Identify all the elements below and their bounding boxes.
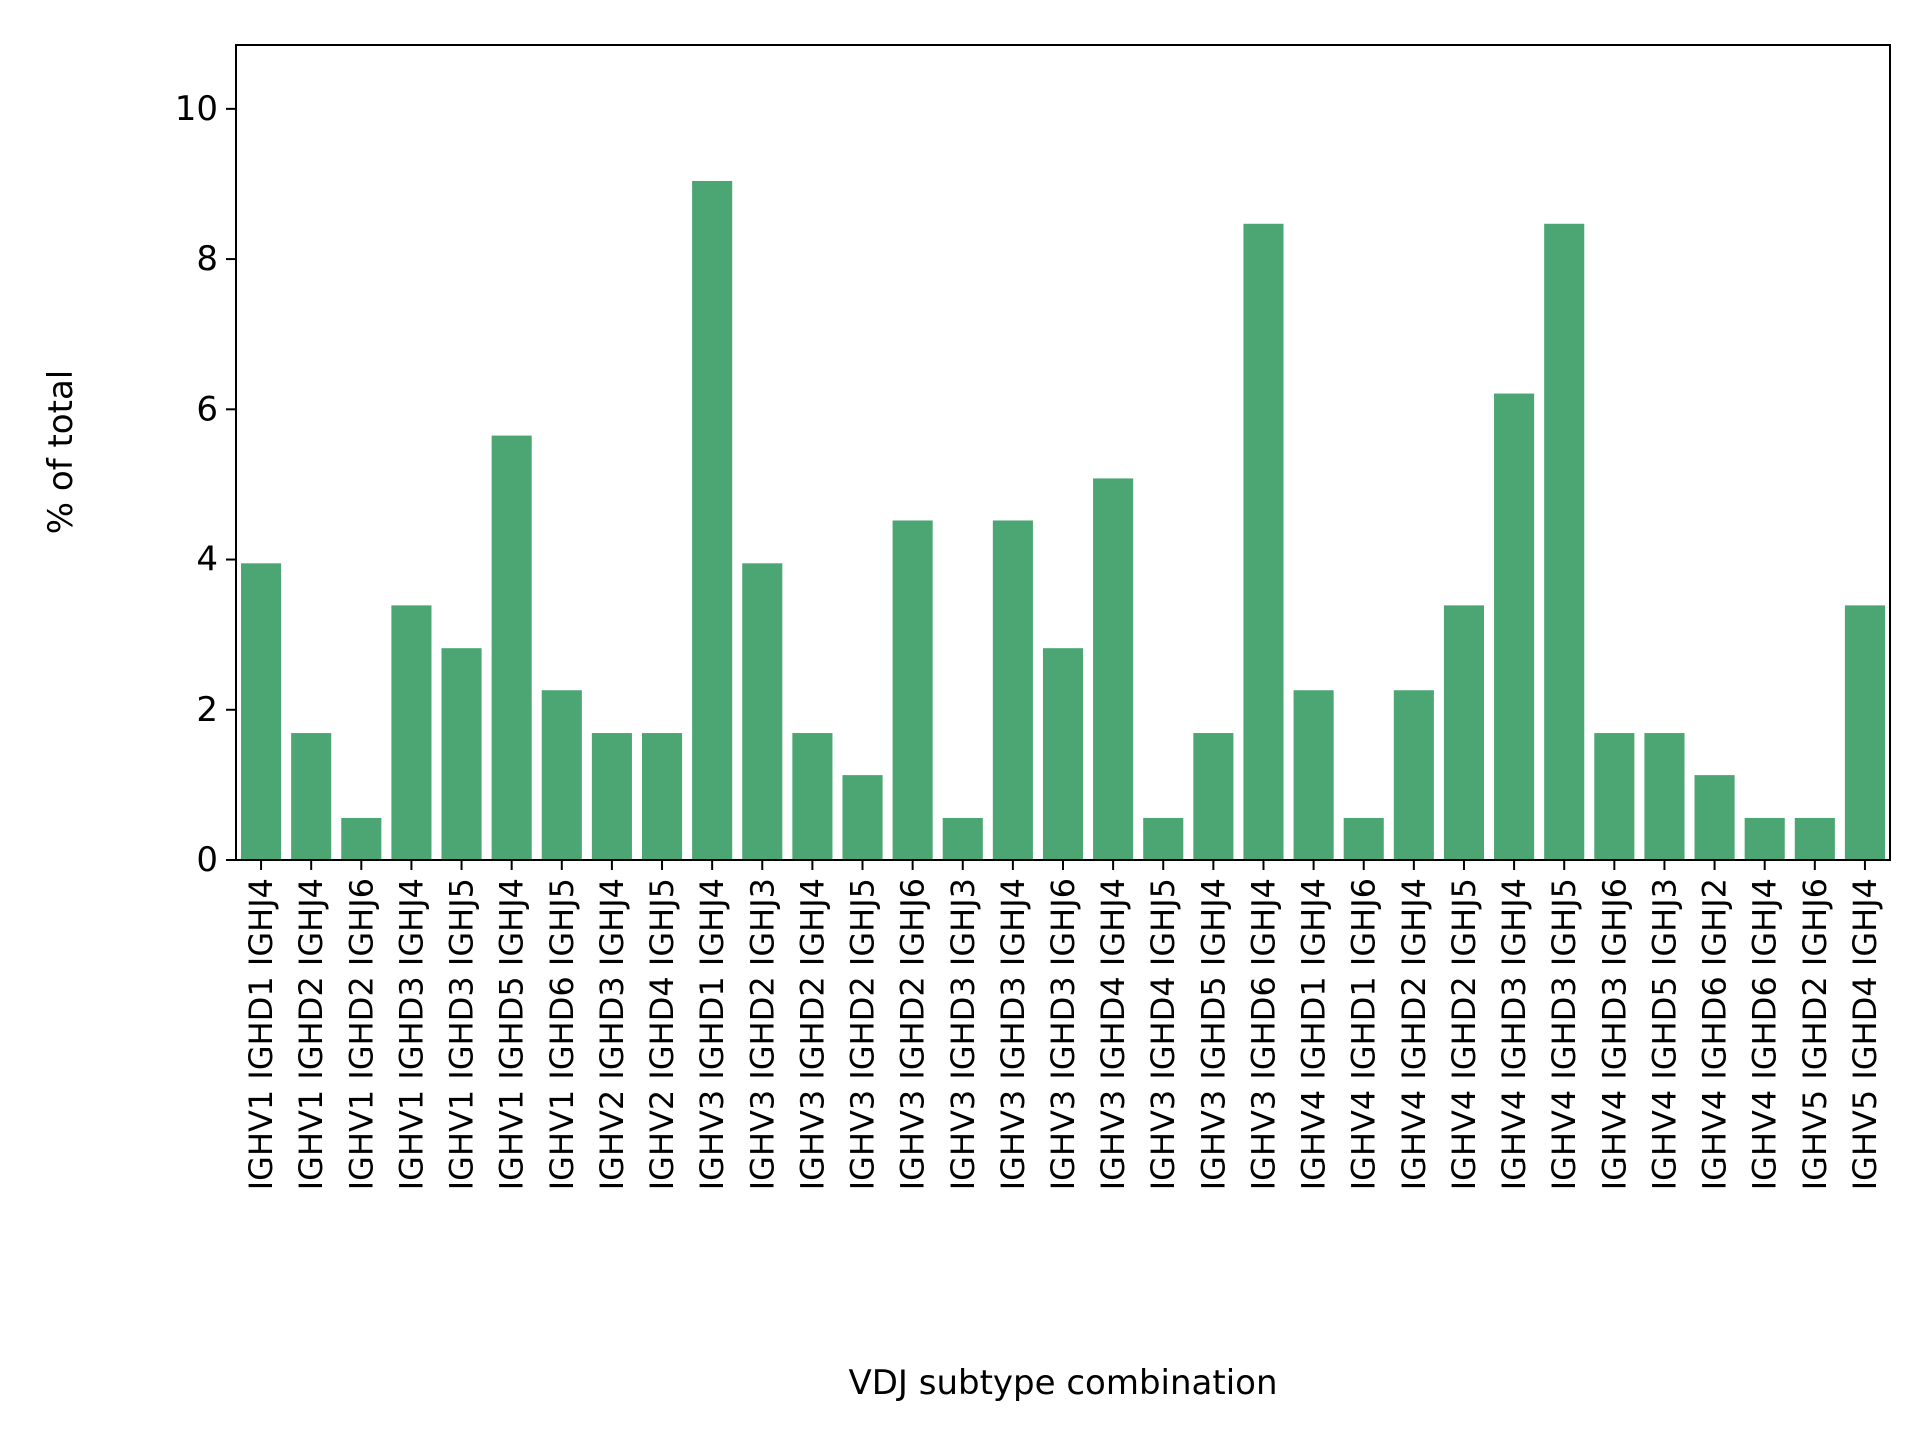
bar-22 xyxy=(1293,690,1334,860)
x-tick-label-24: IGHV4 IGHD2 IGHJ4 xyxy=(1395,878,1433,1190)
bar-32 xyxy=(1794,817,1835,860)
x-tick-label-22: IGHV4 IGHD1 IGHJ4 xyxy=(1295,878,1333,1190)
y-tick-label-1: 2 xyxy=(196,690,218,730)
bar-5 xyxy=(441,648,482,860)
bar-15 xyxy=(942,817,983,860)
bar-19 xyxy=(1143,817,1184,860)
bar-24 xyxy=(1393,690,1434,860)
bar-28 xyxy=(1594,733,1635,860)
bars-group xyxy=(241,180,1885,861)
bar-11 xyxy=(742,563,783,860)
bar-17 xyxy=(1042,648,1084,860)
bar-25 xyxy=(1443,605,1485,860)
x-tick-label-26: IGHV4 IGHD3 IGHJ4 xyxy=(1495,878,1533,1190)
x-tick-label-9: IGHV2 IGHD4 IGHJ5 xyxy=(643,878,681,1190)
x-tick-label-6: IGHV1 IGHD5 IGHJ4 xyxy=(493,878,531,1190)
y-tick-label-0: 0 xyxy=(196,840,218,880)
bar-6 xyxy=(491,435,532,860)
bar-23 xyxy=(1343,817,1384,860)
bar-1 xyxy=(241,563,282,860)
x-tick-label-19: IGHV3 IGHD4 IGHJ5 xyxy=(1144,878,1182,1190)
x-tick-label-17: IGHV3 IGHD3 IGHJ6 xyxy=(1044,878,1082,1190)
bar-4 xyxy=(391,605,432,860)
x-tick-label-7: IGHV1 IGHD6 IGHJ5 xyxy=(543,878,581,1190)
x-tick-label-8: IGHV2 IGHD3 IGHJ4 xyxy=(593,878,631,1190)
y-tick-label-2: 4 xyxy=(196,540,218,580)
x-tick-label-23: IGHV4 IGHD1 IGHJ6 xyxy=(1345,878,1383,1190)
x-tick-label-28: IGHV4 IGHD3 IGHJ6 xyxy=(1595,878,1633,1190)
bar-9 xyxy=(641,733,683,860)
x-tick-label-18: IGHV3 IGHD4 IGHJ4 xyxy=(1094,878,1132,1190)
x-tick-label-29: IGHV4 IGHD5 IGHJ3 xyxy=(1645,878,1683,1190)
x-tick-label-20: IGHV3 IGHD5 IGHJ4 xyxy=(1194,878,1232,1190)
x-tick-label-15: IGHV3 IGHD3 IGHJ3 xyxy=(944,878,982,1190)
bar-31 xyxy=(1744,817,1785,860)
bar-3 xyxy=(341,817,382,860)
x-tick-label-3: IGHV1 IGHD2 IGHJ6 xyxy=(342,878,380,1190)
bar-20 xyxy=(1193,733,1234,860)
bar-10 xyxy=(692,180,733,861)
y-tick-label-5: 10 xyxy=(175,89,218,129)
x-tick-label-25: IGHV4 IGHD2 IGHJ5 xyxy=(1445,878,1483,1190)
x-tick-label-31: IGHV4 IGHD6 IGHJ4 xyxy=(1746,878,1784,1190)
bar-7 xyxy=(541,690,582,860)
bar-8 xyxy=(591,733,632,860)
x-tick-label-16: IGHV3 IGHD3 IGHJ4 xyxy=(994,878,1032,1190)
x-tick-label-12: IGHV3 IGHD2 IGHJ4 xyxy=(793,878,831,1190)
x-axis-label: VDJ subtype combination xyxy=(848,1363,1277,1403)
x-tick-label-32: IGHV5 IGHD2 IGHJ6 xyxy=(1796,878,1834,1190)
bar-26 xyxy=(1494,393,1535,860)
x-tick-label-30: IGHV4 IGHD6 IGHJ2 xyxy=(1696,878,1734,1190)
y-axis-label: % of total xyxy=(41,370,81,534)
x-tick-label-14: IGHV3 IGHD2 IGHJ6 xyxy=(894,878,932,1190)
bar-27 xyxy=(1544,223,1585,861)
bar-12 xyxy=(792,733,833,860)
bar-16 xyxy=(992,520,1033,860)
x-tick-label-13: IGHV3 IGHD2 IGHJ5 xyxy=(844,878,882,1190)
bar-21 xyxy=(1243,223,1284,861)
bar-14 xyxy=(892,520,933,860)
x-tick-label-21: IGHV3 IGHD6 IGHJ4 xyxy=(1244,878,1282,1190)
x-tick-label-4: IGHV1 IGHD3 IGHJ4 xyxy=(392,878,430,1190)
x-tick-label-11: IGHV3 IGHD2 IGHJ3 xyxy=(743,878,781,1190)
bar-33 xyxy=(1844,605,1885,860)
bar-18 xyxy=(1093,478,1134,860)
x-tick-label-33: IGHV5 IGHD4 IGHJ4 xyxy=(1846,878,1884,1190)
y-tick-label-3: 6 xyxy=(196,389,218,429)
bar-29 xyxy=(1644,733,1685,860)
x-tick-label-1: IGHV1 IGHD1 IGHJ4 xyxy=(242,878,280,1190)
x-tick-label-27: IGHV4 IGHD3 IGHJ5 xyxy=(1545,878,1583,1190)
bar-2 xyxy=(291,733,332,860)
y-axis: 0 2 4 6 8 10 xyxy=(175,89,236,880)
bar-30 xyxy=(1694,775,1735,860)
x-tick-label-5: IGHV1 IGHD3 IGHJ5 xyxy=(443,878,481,1190)
x-tick-label-10: IGHV3 IGHD1 IGHJ4 xyxy=(693,878,731,1190)
x-axis: IGHV1 IGHD1 IGHJ4 IGHV1 IGHD2 IGHJ4 IGHV1 … xyxy=(242,860,1884,1190)
y-tick-label-4: 8 xyxy=(196,239,218,279)
x-tick-label-2: IGHV1 IGHD2 IGHJ4 xyxy=(292,878,330,1190)
bar-13 xyxy=(842,775,883,860)
